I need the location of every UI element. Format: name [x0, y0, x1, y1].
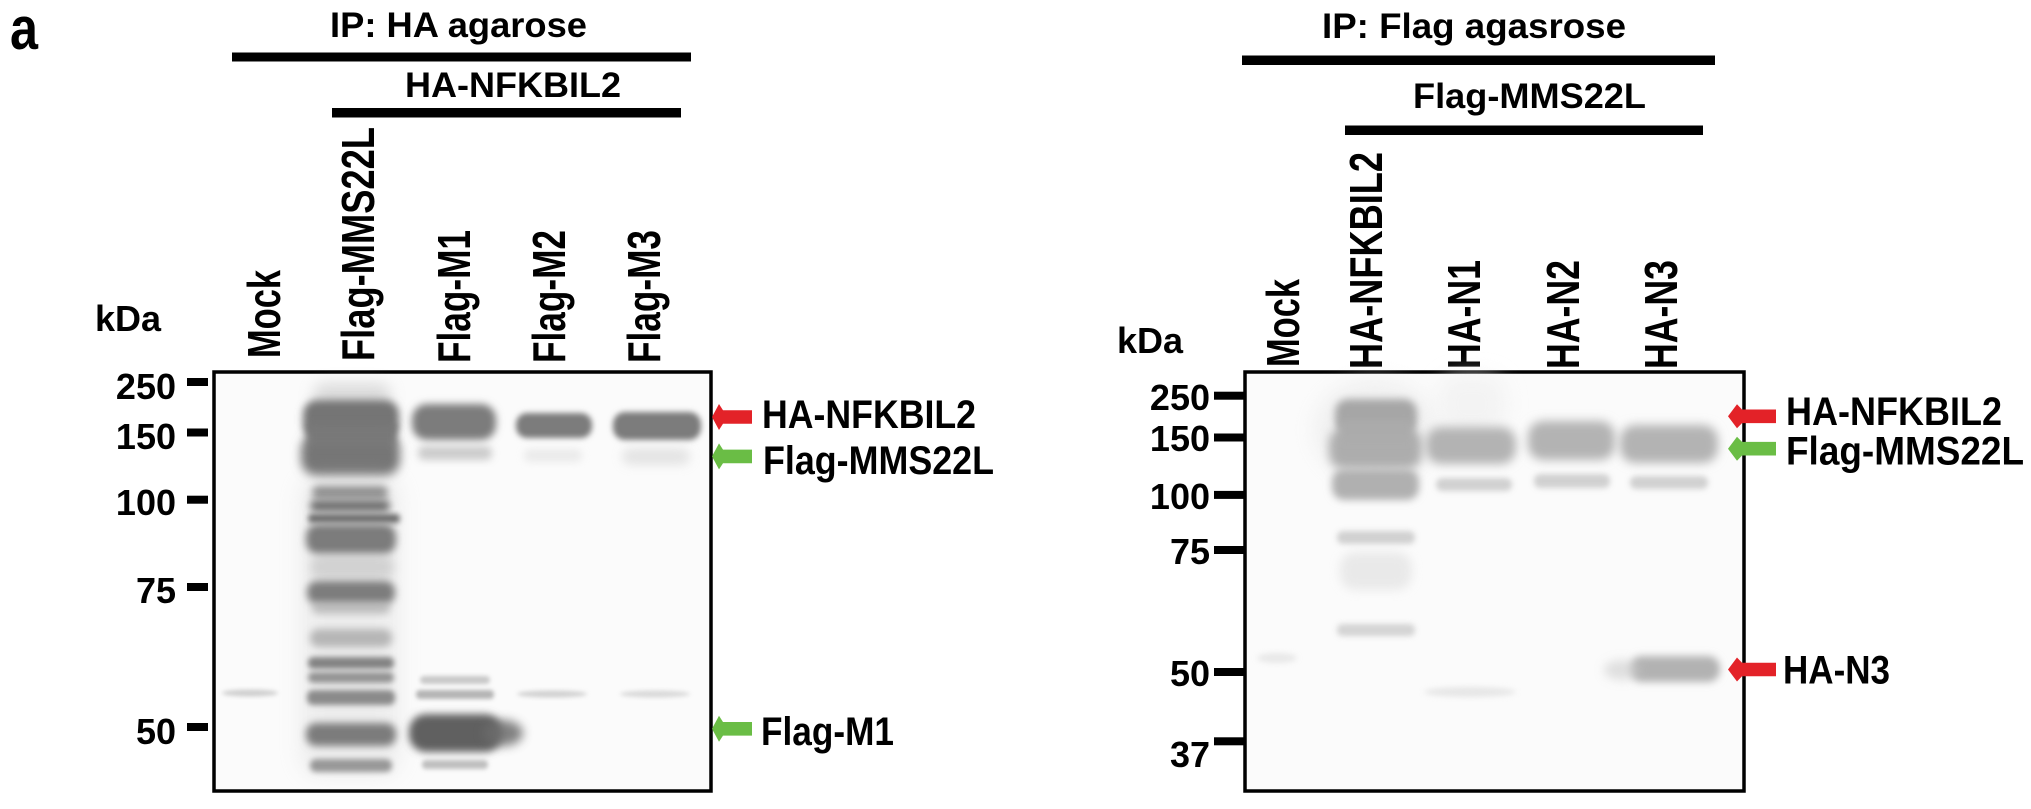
svg-text:a: a: [10, 0, 39, 62]
svg-text:HA-N2: HA-N2: [1537, 260, 1589, 369]
svg-text:Flag-M1: Flag-M1: [761, 710, 894, 754]
svg-text:100: 100: [1150, 476, 1210, 517]
svg-text:75: 75: [1170, 531, 1210, 572]
svg-text:HA-N3: HA-N3: [1635, 260, 1687, 369]
svg-text:Flag-MMS22L: Flag-MMS22L: [1786, 430, 2024, 474]
svg-text:Mock: Mock: [1257, 279, 1309, 367]
svg-text:Mock: Mock: [238, 270, 290, 358]
svg-text:50: 50: [136, 711, 176, 752]
svg-text:Flag-MMS22L: Flag-MMS22L: [763, 439, 994, 483]
svg-text:HA-NFKBIL2: HA-NFKBIL2: [1786, 390, 2002, 434]
svg-text:HA-NFKBIL2: HA-NFKBIL2: [405, 66, 621, 105]
svg-text:HA-NFKBIL2: HA-NFKBIL2: [762, 393, 976, 437]
svg-text:kDa: kDa: [1117, 320, 1184, 361]
svg-text:Flag-MMS22L: Flag-MMS22L: [332, 127, 384, 361]
svg-text:Flag-M1: Flag-M1: [428, 230, 480, 363]
svg-text:HA-NFKBIL2: HA-NFKBIL2: [1340, 152, 1392, 369]
svg-text:kDa: kDa: [95, 298, 162, 339]
svg-text:Flag-M2: Flag-M2: [523, 230, 575, 363]
svg-text:50: 50: [1170, 653, 1210, 694]
svg-text:150: 150: [1150, 418, 1210, 459]
svg-text:IP: Flag agasrose: IP: Flag agasrose: [1322, 7, 1626, 46]
svg-text:Flag-M3: Flag-M3: [618, 230, 670, 363]
svg-text:Flag-MMS22L: Flag-MMS22L: [1413, 77, 1646, 116]
svg-text:250: 250: [116, 366, 176, 407]
svg-text:100: 100: [116, 482, 176, 523]
svg-text:75: 75: [136, 570, 176, 611]
svg-text:37: 37: [1170, 734, 1210, 775]
svg-text:250: 250: [1150, 377, 1210, 418]
svg-text:HA-N3: HA-N3: [1783, 649, 1890, 693]
svg-text:HA-N1: HA-N1: [1438, 260, 1490, 369]
svg-text:150: 150: [116, 416, 176, 457]
svg-text:IP: HA agarose: IP: HA agarose: [330, 6, 587, 45]
